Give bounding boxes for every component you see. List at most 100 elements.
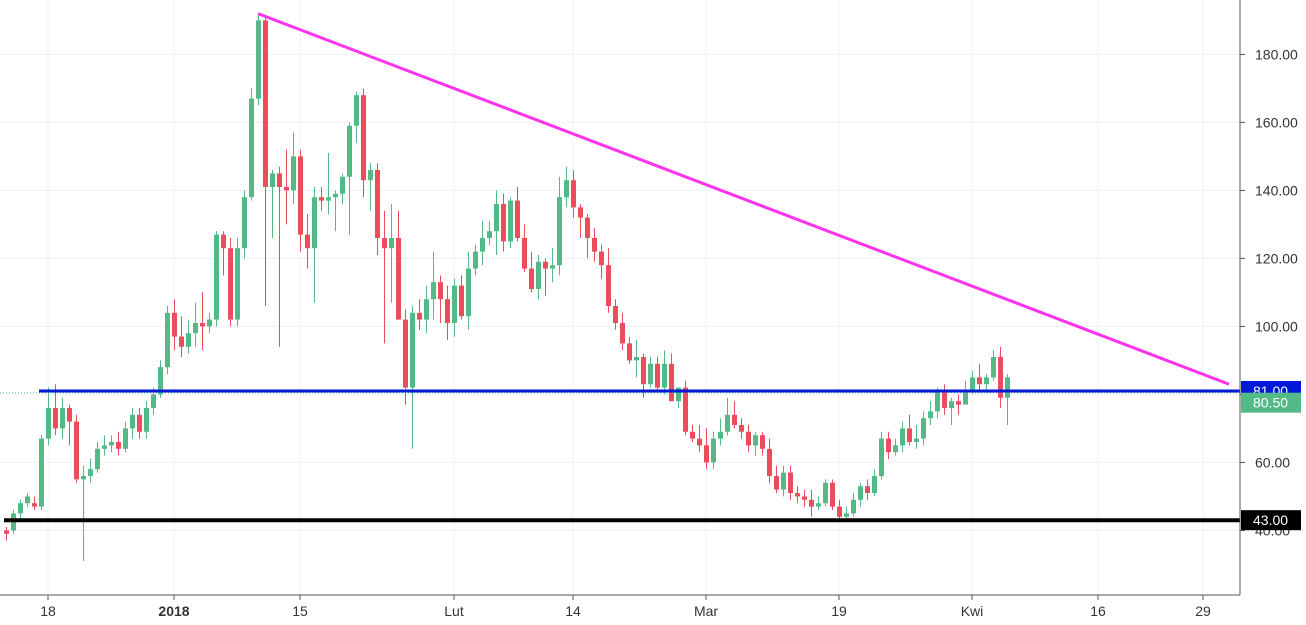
candle-down [396, 238, 401, 320]
candle-up [725, 414, 730, 432]
candle-up [473, 251, 478, 269]
candle-up [410, 312, 415, 388]
y-tick-label: 60.00 [1255, 454, 1290, 470]
candle-down [690, 431, 695, 439]
candle-up [949, 401, 954, 408]
candle-up [480, 238, 485, 252]
candle-down [942, 391, 947, 408]
candle-up [235, 248, 240, 320]
candle-up [144, 408, 149, 432]
candle-down [886, 438, 891, 453]
candle-up [109, 442, 114, 446]
candle-down [592, 238, 597, 252]
x-tick-label: 16 [1090, 603, 1106, 619]
x-tick-label: 2018 [158, 603, 189, 619]
candle-up [648, 363, 653, 385]
candle-up [81, 476, 86, 480]
candle-up [858, 486, 863, 500]
candle-up [487, 231, 492, 238]
candle-down [795, 493, 800, 497]
candle-down [613, 306, 618, 323]
candle-down [627, 343, 632, 361]
candle-up [991, 357, 996, 378]
candle-down [417, 312, 422, 320]
candle-down [200, 323, 205, 327]
candle-up [900, 428, 905, 446]
candle-down [319, 197, 324, 201]
x-tick-label: 15 [292, 603, 308, 619]
candle-up [494, 204, 499, 232]
y-tick-label: 120.00 [1255, 250, 1298, 266]
trendline[interactable] [257, 12, 1230, 386]
candle-down [998, 357, 1003, 398]
price-label-box [1241, 510, 1301, 531]
candle-up [851, 499, 856, 514]
candle-up [249, 98, 254, 198]
candle-up [662, 363, 667, 388]
candle-down [802, 496, 807, 500]
candle-down [599, 251, 604, 266]
candle-up [151, 394, 156, 408]
time-axis[interactable]: 18 2018 15 Lut 14 Mar 19 Kwi 16 29 [0, 594, 1240, 619]
candle-down [760, 435, 765, 449]
candle-up [333, 193, 338, 198]
candle-up [389, 238, 394, 249]
candle-up [347, 125, 352, 177]
candle-down [865, 486, 870, 493]
candle-up [557, 197, 562, 266]
candle-up [564, 180, 569, 198]
candle-up [186, 333, 191, 347]
candle-down [956, 401, 961, 405]
candle-up [781, 472, 786, 490]
candle-down [585, 217, 590, 238]
x-tick-label: Kwi [961, 603, 984, 619]
candle-down [655, 363, 660, 388]
candle-down [4, 530, 9, 534]
candle-down [172, 312, 177, 337]
price-label-text: 43.00 [1253, 512, 1288, 528]
candle-down [179, 336, 184, 347]
candle-up [550, 265, 555, 269]
candle-up [718, 431, 723, 439]
y-tick-label: 180.00 [1255, 46, 1298, 62]
x-tick-label: 14 [565, 603, 581, 619]
candle-down [571, 180, 576, 208]
candles-group [4, 13, 1010, 561]
candle-up [1005, 377, 1010, 398]
candle-down [137, 414, 142, 432]
candle-down [606, 265, 611, 306]
candle-down [382, 238, 387, 249]
current-price-box [1241, 392, 1301, 413]
candle-down [683, 387, 688, 432]
candle-up [844, 513, 849, 517]
price-axis[interactable]: 40.0060.0080.00100.00120.00140.00160.001… [1239, 0, 1298, 595]
candle-down [53, 408, 58, 429]
candle-up [158, 367, 163, 395]
candle-up [242, 197, 247, 249]
candle-up [452, 285, 457, 323]
candle-down [739, 425, 744, 432]
candle-down [697, 438, 702, 446]
candle-up [60, 408, 65, 429]
candle-up [193, 323, 198, 334]
candle-up [312, 197, 317, 249]
chart-grid [0, 0, 1240, 595]
candle-up [970, 377, 975, 391]
candle-up [753, 435, 758, 446]
candle-down [732, 414, 737, 425]
candle-down [298, 156, 303, 235]
candle-up [879, 438, 884, 476]
candle-up [984, 377, 989, 385]
x-tick-label: 18 [40, 603, 56, 619]
candle-up [326, 197, 331, 201]
candle-up [291, 156, 296, 191]
candle-up [214, 234, 219, 320]
candle-up [921, 418, 926, 439]
candle-up [354, 95, 359, 126]
candle-down [305, 234, 310, 249]
y-tick-label: 100.00 [1255, 318, 1298, 334]
candle-up [123, 428, 128, 449]
candle-up [207, 319, 212, 327]
candle-down [403, 319, 408, 388]
